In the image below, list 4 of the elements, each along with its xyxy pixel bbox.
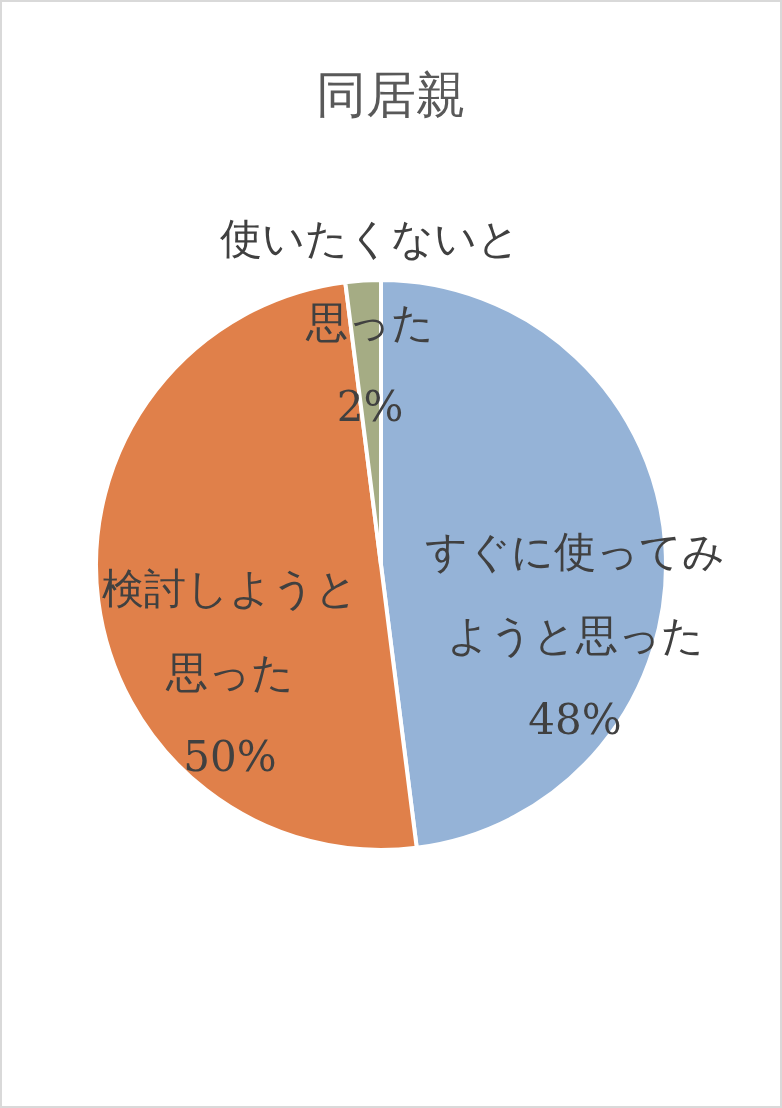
chart-title: 同居親 [316, 66, 466, 124]
data-label: 50% [183, 732, 277, 781]
slice-label: 検討しようと思った [102, 564, 358, 697]
data-label: 48% [528, 695, 622, 744]
